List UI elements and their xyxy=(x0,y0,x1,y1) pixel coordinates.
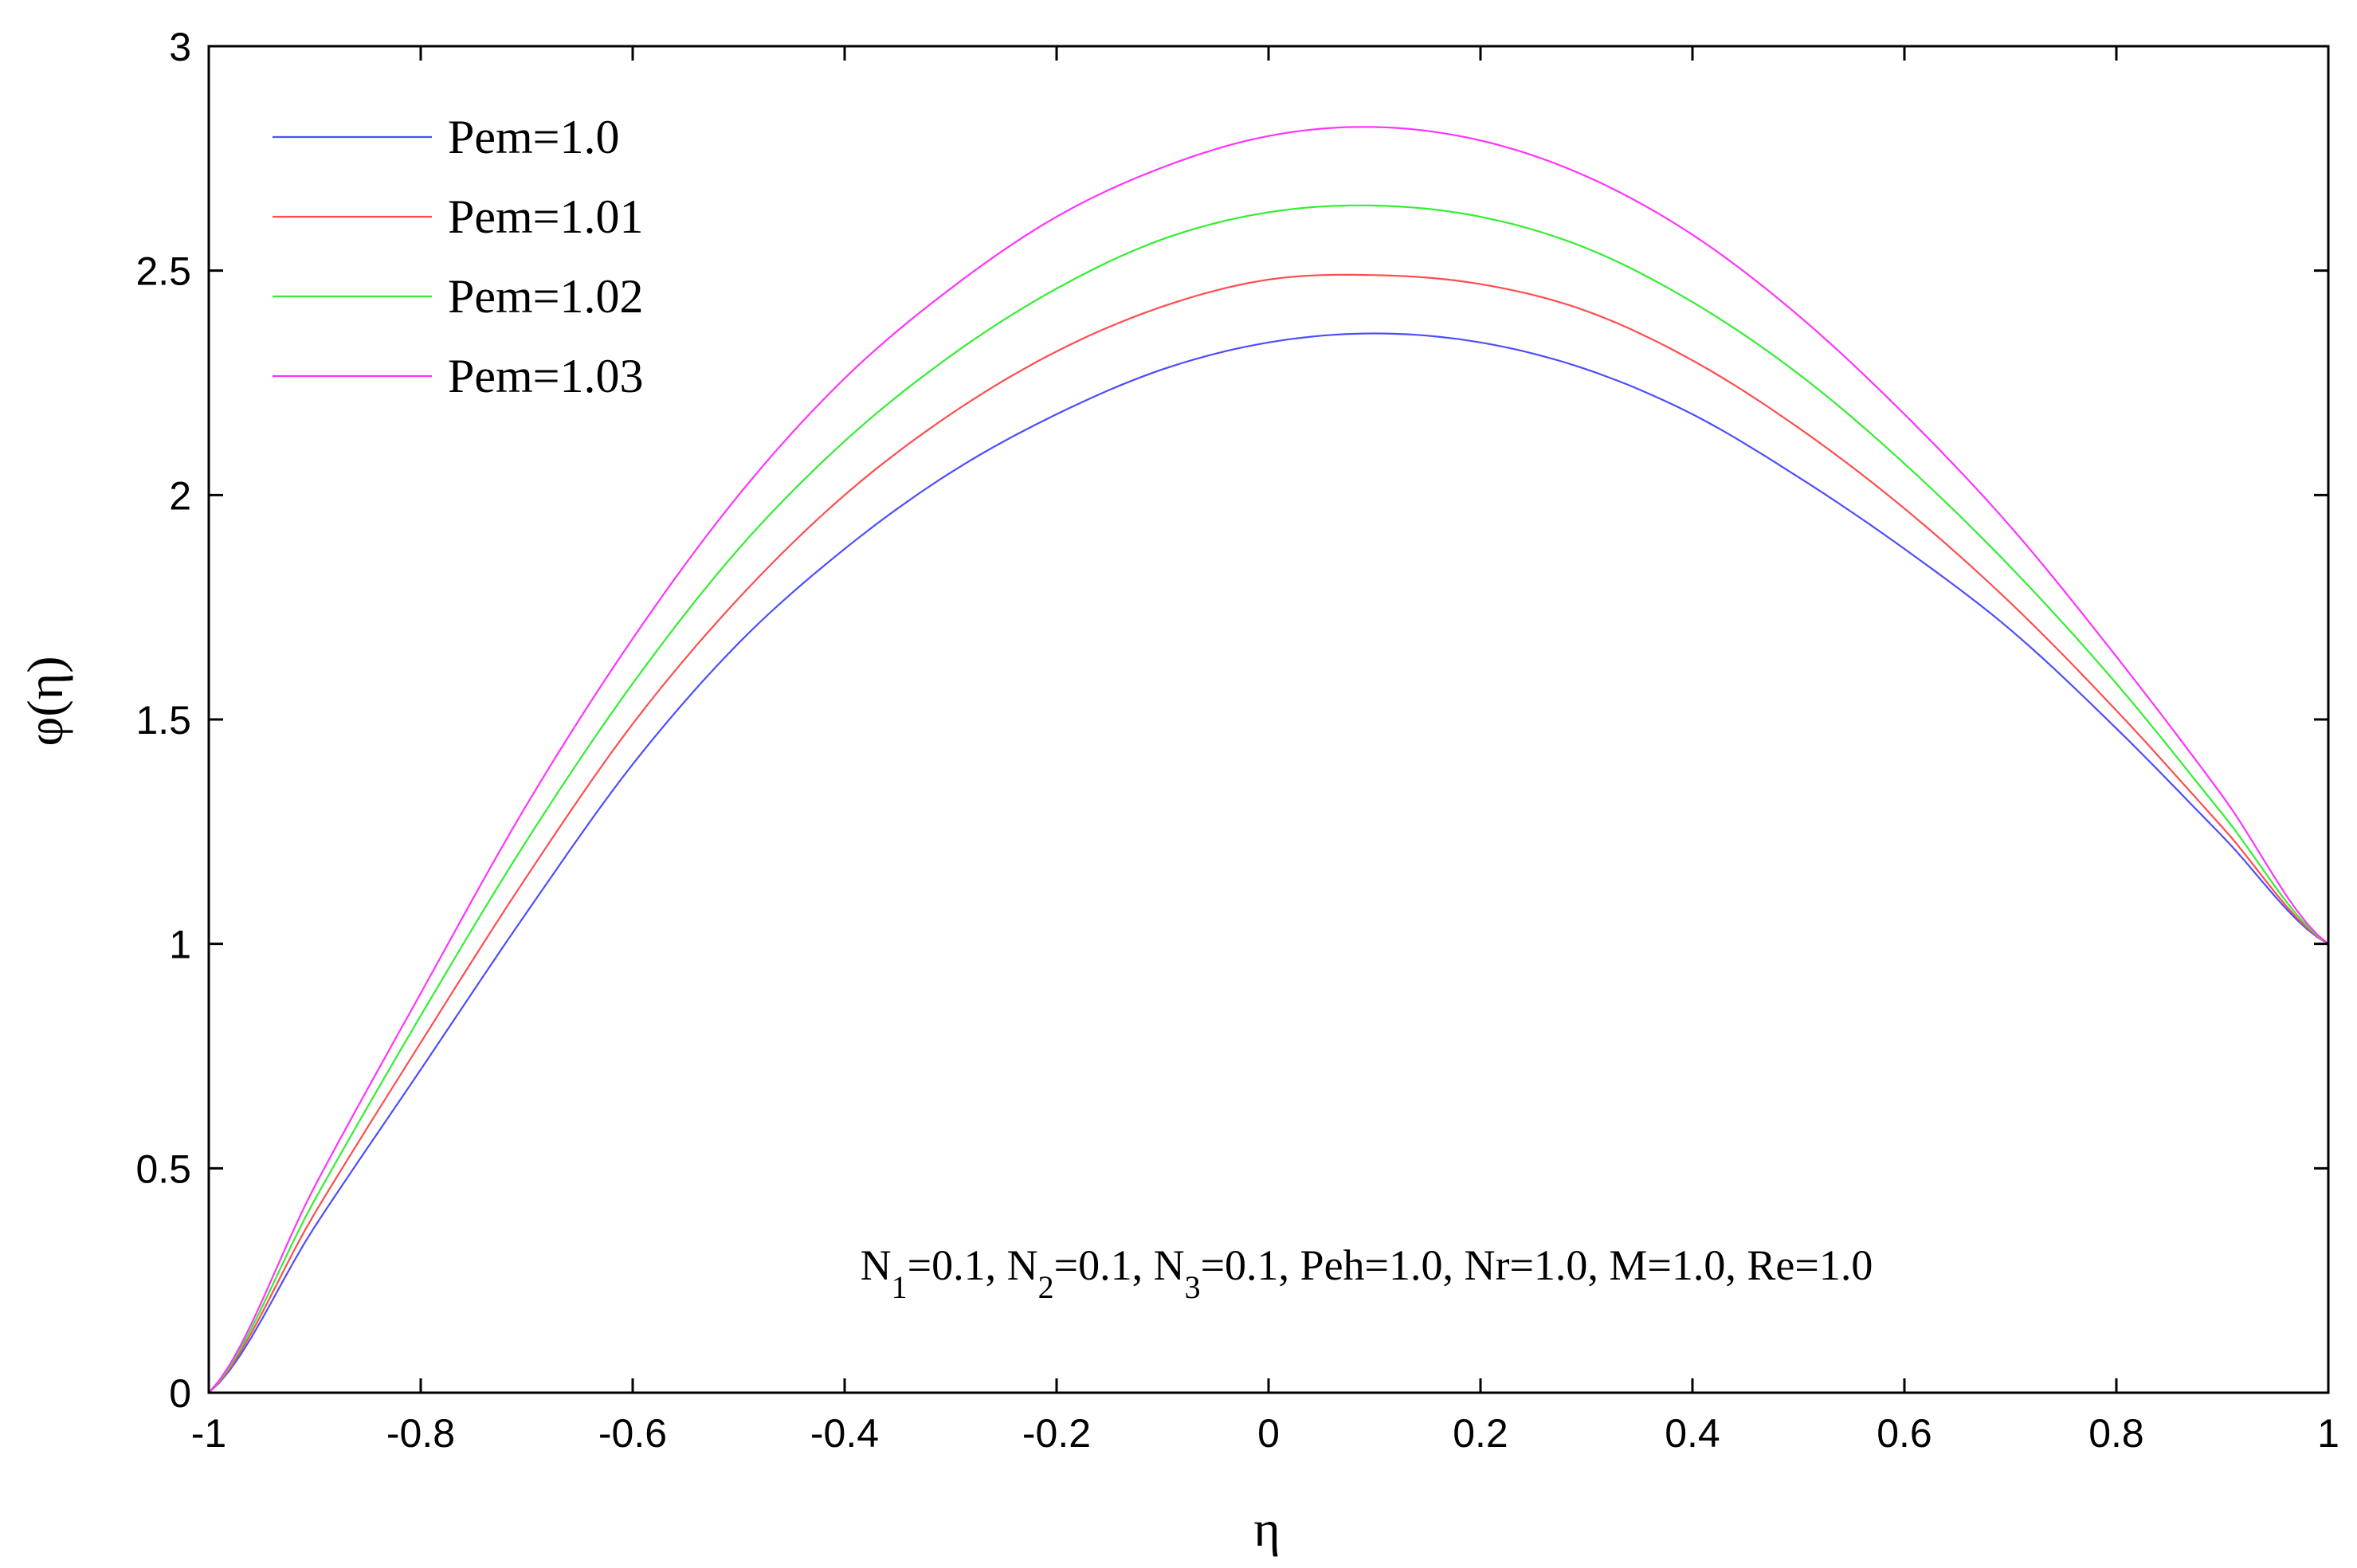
series-layer xyxy=(208,126,2329,1394)
x-tick-label: 0.2 xyxy=(1453,1411,1508,1456)
annotation-text: =0.1, N xyxy=(908,1241,1038,1289)
series-line-4 xyxy=(208,126,2329,1394)
y-tick-label: 2.5 xyxy=(135,249,191,294)
x-tick-label: -1 xyxy=(191,1411,226,1456)
series-line-1 xyxy=(208,332,2329,1394)
plot-frame xyxy=(207,45,2330,1394)
annotation-text: N xyxy=(861,1241,892,1289)
x-axis-title: η xyxy=(1253,1500,1280,1557)
y-tick-label: 3 xyxy=(169,25,191,69)
legend-label-2: Pem=1.01 xyxy=(448,190,644,243)
x-tick-label: 0.4 xyxy=(1665,1411,1720,1456)
x-tick-label: -0.2 xyxy=(1022,1411,1091,1456)
parameters-annotation: N1=0.1, N2=0.1, N3=0.1, Peh=1.0, Nr=1.0,… xyxy=(861,1241,1873,1305)
y-axis-title: φ(η) xyxy=(17,656,73,746)
x-tick-label: 1 xyxy=(2317,1411,2339,1456)
legend: Pem=1.0 Pem=1.01 Pem=1.02 Pem=1.03 xyxy=(273,111,644,402)
y-tick-label: 1 xyxy=(169,923,191,967)
annotation-subscript: 1 xyxy=(892,1269,908,1305)
legend-label-4: Pem=1.03 xyxy=(448,350,644,402)
y-tick-labels: 0 0.5 1 1.5 2 2.5 3 xyxy=(135,25,191,1416)
annotation-subscript: 2 xyxy=(1038,1269,1054,1305)
x-tick-label: 0.6 xyxy=(1877,1411,1932,1456)
plot-area xyxy=(207,45,2330,1394)
legend-label-3: Pem=1.02 xyxy=(448,270,644,323)
x-tick-label: -0.8 xyxy=(386,1411,455,1456)
annotation-text: =0.1, N xyxy=(1054,1241,1185,1289)
annotation-text: =0.1, Peh=1.0, Nr=1.0, M=1.0, Re=1.0 xyxy=(1201,1241,1873,1289)
x-tick-label: -0.6 xyxy=(598,1411,667,1456)
y-tick-label: 1.5 xyxy=(135,698,191,743)
y-tick-label: 2 xyxy=(169,473,191,518)
y-tick-label: 0.5 xyxy=(135,1147,191,1191)
series-line-3 xyxy=(208,204,2329,1394)
legend-label-1: Pem=1.0 xyxy=(448,111,620,163)
x-tick-label: -0.4 xyxy=(810,1411,879,1456)
x-tick-label: 0 xyxy=(1257,1411,1280,1456)
x-tick-label: 0.8 xyxy=(2088,1411,2144,1456)
annotation-subscript: 3 xyxy=(1185,1269,1201,1305)
y-tick-label: 0 xyxy=(169,1371,191,1416)
series-line-2 xyxy=(208,273,2329,1394)
x-tick-labels: -1 -0.8 -0.6 -0.4 -0.2 0 0.2 0.4 0.6 0.8 1 xyxy=(191,1411,2339,1456)
